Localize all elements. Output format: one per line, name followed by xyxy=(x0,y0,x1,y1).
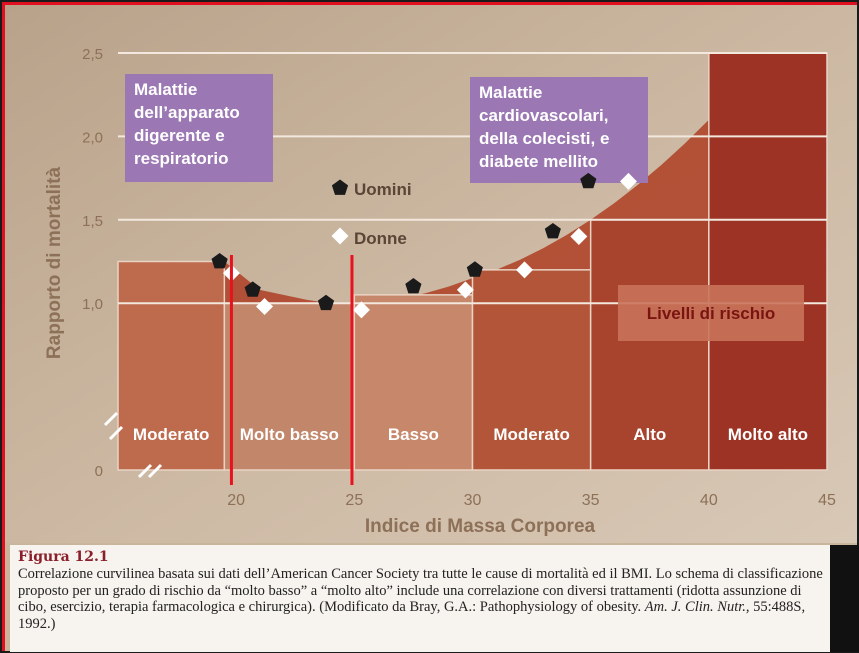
data-point-uomini xyxy=(580,172,597,189)
risk-band-rect xyxy=(117,260,226,471)
y-axis-break-mark xyxy=(103,411,124,441)
risk-band-label: Alto xyxy=(633,425,666,444)
legend-marker-uomini xyxy=(331,179,349,195)
data-point-uomini xyxy=(544,223,561,239)
y-tick-label: 1,5 xyxy=(82,213,103,230)
annotation-box-digestive-line: dell’apparato xyxy=(134,103,240,122)
x-axis-title: Indice di Massa Corporea xyxy=(365,516,596,537)
caption-text: Correlazione curvilinea basata sui dati … xyxy=(18,566,824,632)
data-point-uomini xyxy=(405,278,422,294)
data-point-donne xyxy=(619,172,637,190)
risk-band-label: Molto basso xyxy=(240,425,339,444)
caption-citation: , 55:488S, 1992.) xyxy=(18,599,806,632)
annotation-box-digestive-line: respiratorio xyxy=(134,149,228,168)
legend-marker-donne xyxy=(331,227,349,245)
y-tick-label: 1,0 xyxy=(82,296,103,313)
annotation-box-digestive-bg xyxy=(125,74,273,182)
annotation-box-cardio-line: diabete mellito xyxy=(479,152,598,171)
mortality-chart: Moderato Molto basso Basso Moderato Alto Molt… xyxy=(5,5,857,543)
data-point-uomini xyxy=(244,281,261,297)
risk-band-rect xyxy=(353,294,474,471)
risk-band-label: Moderato xyxy=(493,425,570,444)
y-tick-label: 2,0 xyxy=(82,129,103,146)
caption-side-strip xyxy=(830,545,859,652)
risk-levels-box xyxy=(618,285,804,341)
data-point-donne xyxy=(256,298,274,316)
annotation-box-cardio-bg xyxy=(470,77,648,183)
risk-band-rect xyxy=(589,219,710,471)
risk-band-label: Molto alto xyxy=(728,425,808,444)
annotation-box-cardio-line: della colecisti, e xyxy=(479,129,609,148)
y-tick-label: 0 xyxy=(95,463,103,480)
data-point-uomini xyxy=(466,261,483,277)
y-tick-label: 2,5 xyxy=(82,46,103,63)
legend-label-uomini: Uomini xyxy=(354,180,412,199)
x-tick-label: 30 xyxy=(464,492,482,509)
data-point-donne xyxy=(570,227,588,245)
data-point-donne xyxy=(456,281,474,299)
annotation-box-digestive-line: Malattie xyxy=(134,80,197,99)
caption-journal: Am. J. Clin. Nutr. xyxy=(644,599,746,615)
x-axis-break-mark xyxy=(137,463,163,479)
annotation-box-digestive-line: digerente e xyxy=(134,126,225,145)
risk-band-rect xyxy=(223,302,356,471)
y-axis-title: Rapporto di mortalità xyxy=(44,167,65,360)
data-point-uomini xyxy=(317,294,335,311)
annotation-box-cardio-line: Malattie xyxy=(479,83,542,102)
legend-label-donne: Donne xyxy=(354,229,407,248)
data-point-uomini xyxy=(211,253,228,269)
annotation-box-cardio-line: cardiovascolari, xyxy=(479,106,608,125)
caption-body: Correlazione curvilinea basata sui dati … xyxy=(18,566,823,615)
figure-caption: Figura 12.1 Correlazione curvilinea basa… xyxy=(10,545,830,652)
caption-heading: Figura 12.1 xyxy=(18,549,109,565)
risk-band-label: Basso xyxy=(388,425,439,444)
x-tick-label: 25 xyxy=(345,492,363,509)
x-tick-label: 20 xyxy=(227,492,245,509)
data-point-donne xyxy=(352,301,370,319)
x-tick-label: 45 xyxy=(818,492,836,509)
data-point-donne xyxy=(515,261,533,279)
risk-band-label: Moderato xyxy=(133,425,210,444)
risk-levels-label: Livelli di rischio xyxy=(647,304,775,323)
x-tick-label: 35 xyxy=(582,492,600,509)
risk-band-rect xyxy=(708,52,828,471)
x-tick-label: 40 xyxy=(700,492,718,509)
